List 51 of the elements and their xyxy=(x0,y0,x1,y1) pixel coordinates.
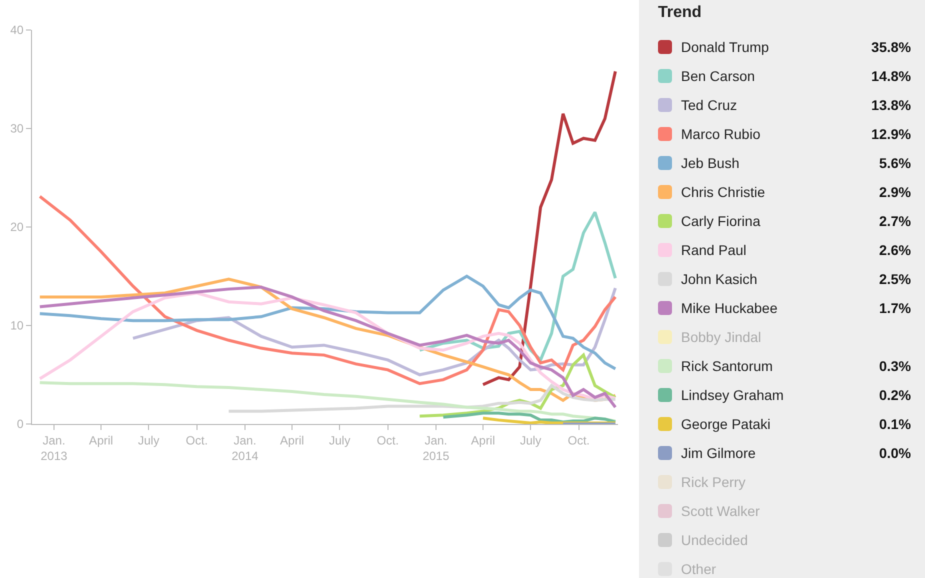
legend-label: Rick Perry xyxy=(681,473,746,492)
x-tick-label: Jan. 2014 xyxy=(232,433,259,463)
legend-label: John Kasich xyxy=(681,270,758,289)
legend-label: George Pataki xyxy=(681,415,770,434)
y-tick-label: 30 xyxy=(10,122,24,136)
x-tick-label: July xyxy=(328,433,350,448)
text: 2.6% xyxy=(879,241,911,260)
legend-label: Chris Christie xyxy=(681,183,766,202)
legend-label: Rick Santorum xyxy=(681,357,773,376)
text: 0.2% xyxy=(879,386,911,405)
legend-label: Lindsey Graham xyxy=(681,386,784,405)
text: 14.8% xyxy=(871,67,911,86)
x-tick-label: July xyxy=(138,433,160,448)
legend-label: Bobby Jindal xyxy=(681,328,762,347)
x-tick-label: April xyxy=(89,433,114,448)
legend-label: Undecided xyxy=(681,531,748,550)
legend-label: Jeb Bush xyxy=(681,154,740,173)
legend-label: Jim Gilmore xyxy=(681,444,756,463)
x-tick-label: Oct. xyxy=(376,433,399,448)
legend-label: Donald Trump xyxy=(681,38,769,57)
legend-label: Mike Huckabee xyxy=(681,299,778,318)
text: 2.7% xyxy=(879,212,911,231)
legend-label: Scott Walker xyxy=(681,502,760,521)
text: 0.0% xyxy=(879,444,911,463)
legend-title: Trend xyxy=(658,4,702,22)
y-tick-label: 0 xyxy=(16,417,24,432)
text: 12.9% xyxy=(871,125,911,144)
x-tick-label: Jan. 2013 xyxy=(40,433,68,463)
legend-label: Ted Cruz xyxy=(681,96,738,115)
text: 0.3% xyxy=(879,357,911,376)
x-tick-label: Oct. xyxy=(186,433,208,448)
x-tick-label: April xyxy=(280,433,304,448)
text: 13.8% xyxy=(871,96,911,115)
y-tick-label: 10 xyxy=(10,318,24,333)
legend-label: Other xyxy=(681,560,716,578)
text: 2.9% xyxy=(879,183,911,202)
x-tick-label: April xyxy=(471,433,496,448)
x-tick-label: July xyxy=(520,433,542,448)
legend-label: Marco Rubio xyxy=(681,125,760,144)
text: 2.5% xyxy=(879,270,911,289)
x-tick-label: Jan. 2015 xyxy=(422,433,450,463)
legend-label: Ben Carson xyxy=(681,67,755,86)
legend-label: Rand Paul xyxy=(681,241,746,260)
y-tick-label: 40 xyxy=(10,23,24,38)
y-tick-label: 20 xyxy=(10,220,24,234)
legend-label: Carly Fiorina xyxy=(681,212,760,231)
text: 35.8% xyxy=(871,38,911,57)
x-tick-label: Oct. xyxy=(568,433,590,448)
text: 0.1% xyxy=(879,415,911,434)
text: 1.7% xyxy=(879,299,911,318)
text: 5.6% xyxy=(879,154,911,173)
